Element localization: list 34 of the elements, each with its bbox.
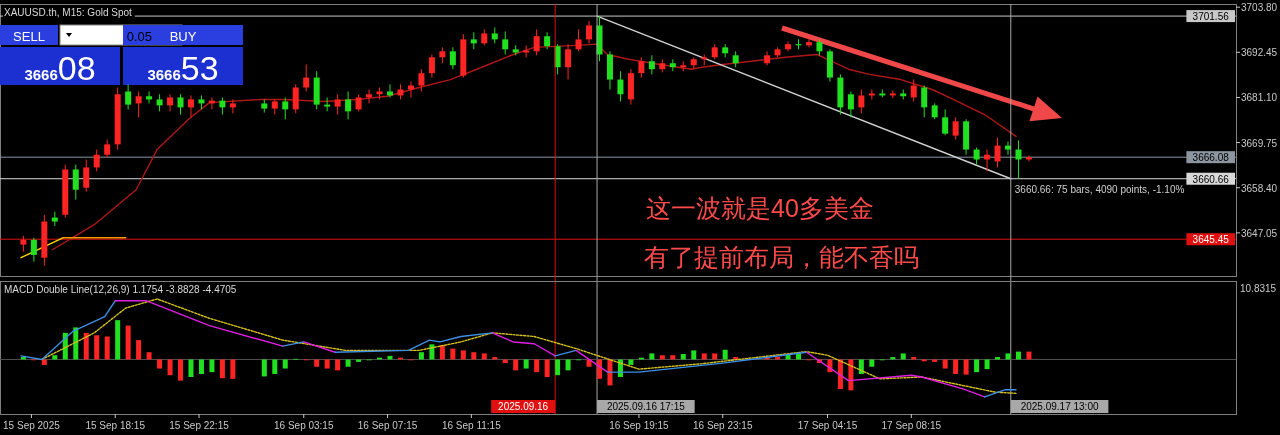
annotation: 3660.66: 75 bars, 4090 points, -1.10% [1014, 183, 1185, 195]
annotation: 366653 [147, 49, 219, 87]
x-tick-label: 15 Sep 22:15 [169, 420, 230, 431]
x-tick-label: 16 Sep 19:15 [609, 420, 670, 431]
ref-line-label: 2025.09.16 [498, 401, 549, 412]
annotation: 0.05 [126, 29, 152, 44]
y-tick-label: 3681.10 [1241, 92, 1278, 104]
x-tick-label: 17 Sep 08:15 [881, 420, 942, 431]
chart-title: MACD Double Line(12,26,9) 1.1754 -3.8828 -4.4705 [4, 284, 237, 295]
annotation: 366608 [24, 49, 96, 87]
x-tick-label: 15 Sep 2025 [3, 420, 61, 431]
y-tick-label: 3692.45 [1241, 47, 1278, 59]
text: 10.8315 [1240, 283, 1277, 294]
chart-title: XAUUSD.th, M15: Gold Spot [4, 7, 133, 18]
ref-line-label: 2025.09.16 17:15 [606, 401, 686, 412]
annotation: BUY [169, 29, 197, 44]
y-tick-label: 3703.80 [1241, 2, 1278, 14]
x-tick-label: 16 Sep 07:15 [357, 420, 418, 431]
ref-line-label: 3701.56 [1192, 11, 1230, 23]
x-tick-label: 16 Sep 03:15 [274, 420, 334, 431]
x-tick-label: 17 Sep 04:15 [797, 420, 858, 431]
annotation: 有了提前布局，能不香吗 [643, 243, 919, 271]
ref-line-label: 2025.09.17 13:00 [1020, 401, 1099, 412]
annotation: SELL [13, 29, 45, 44]
y-tick-label: 3647.05 [1241, 227, 1278, 239]
ref-line-label: 3660.66 [1192, 173, 1230, 185]
y-tick-label: 3658.40 [1241, 182, 1278, 194]
ref-line-label: 3666.08 [1192, 152, 1230, 164]
annotation: 这一波就是40多美金 [646, 194, 874, 222]
x-tick-label: 16 Sep 11:15 [441, 420, 502, 431]
y-tick-label: 3669.75 [1241, 137, 1278, 149]
x-tick-label: 15 Sep 18:15 [85, 420, 146, 431]
x-tick-label: 16 Sep 23:15 [693, 420, 753, 431]
ref-line-label: 3645.45 [1192, 234, 1230, 246]
